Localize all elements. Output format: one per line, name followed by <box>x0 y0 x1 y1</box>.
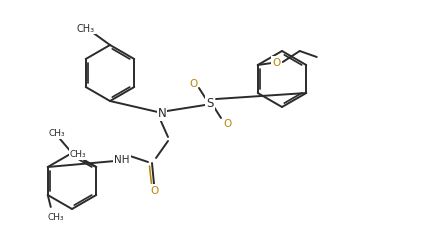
Text: N: N <box>158 107 166 120</box>
Text: O: O <box>273 58 281 68</box>
Text: CH₃: CH₃ <box>49 129 65 138</box>
Text: CH₃: CH₃ <box>47 213 64 222</box>
Text: CH₃: CH₃ <box>70 150 87 159</box>
Text: O: O <box>150 185 158 195</box>
Text: O: O <box>189 79 197 89</box>
Text: NH: NH <box>114 154 130 164</box>
Text: CH₃: CH₃ <box>77 24 95 34</box>
Text: O: O <box>223 119 231 128</box>
Text: S: S <box>206 97 214 110</box>
